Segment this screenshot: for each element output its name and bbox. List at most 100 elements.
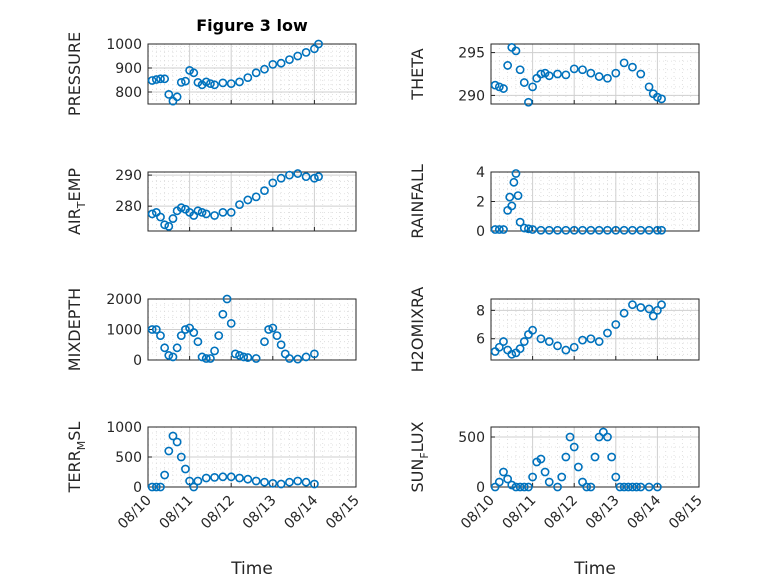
- y-tick-label: 1000: [106, 420, 142, 436]
- data-point: [156, 212, 165, 222]
- data-point: [285, 354, 294, 363]
- data-point: [569, 225, 579, 235]
- data-point: [619, 482, 629, 492]
- data-point: [503, 61, 513, 70]
- data-point: [586, 225, 596, 235]
- data-point: [515, 482, 525, 492]
- data-point: [582, 482, 592, 492]
- data-point: [519, 78, 529, 87]
- data-point: [507, 480, 517, 490]
- x-tick-label: 08/10: [458, 493, 498, 533]
- axes-frame: [147, 43, 357, 105]
- x-tick-label: 08/13: [583, 493, 623, 533]
- y-tick-label: 2: [476, 195, 485, 211]
- data-point: [603, 432, 612, 442]
- data-point: [653, 482, 662, 492]
- subplot-h2omixra: 6 8 H2OMIXRA: [408, 287, 700, 372]
- y-tick-label: 1000: [106, 37, 142, 53]
- data-point: [285, 55, 294, 64]
- x-tick-label: 08/11: [500, 493, 540, 533]
- data-point: [636, 303, 646, 312]
- data-point: [218, 309, 228, 319]
- data-point: [536, 225, 546, 235]
- data-point: [636, 482, 646, 492]
- data-point: [276, 479, 286, 489]
- y-tick-label: 2000: [106, 292, 142, 308]
- y-tick-label: 290: [458, 88, 485, 104]
- data-point: [536, 69, 546, 79]
- data-point: [509, 177, 519, 187]
- data-point: [251, 354, 261, 363]
- data-point: [151, 75, 161, 84]
- y-tick-label: 290: [115, 168, 142, 184]
- data-point: [644, 482, 654, 492]
- data-point: [515, 344, 525, 354]
- data-point: [528, 225, 537, 234]
- data-point: [201, 473, 211, 483]
- data-point: [499, 337, 508, 346]
- data-point: [553, 225, 562, 235]
- data-point: [193, 476, 203, 486]
- data-point: [218, 207, 228, 217]
- data-point: [594, 337, 604, 346]
- data-point: [553, 341, 562, 351]
- data-point: [293, 354, 303, 364]
- x-tick-label: 08/10: [115, 493, 155, 533]
- data-point: [235, 351, 244, 360]
- y-axis-label: PRESSURE: [65, 32, 84, 116]
- data-point: [494, 342, 504, 352]
- data-point: [230, 349, 240, 359]
- data-point: [511, 169, 521, 178]
- data-point: [314, 39, 323, 49]
- data-point: [314, 172, 323, 182]
- data-point: [172, 437, 182, 447]
- data-point: [309, 173, 319, 183]
- data-point: [260, 186, 269, 196]
- subplot-theta: 290 295 THETA: [408, 43, 700, 107]
- data-point: [515, 65, 525, 75]
- data-point: [628, 62, 637, 72]
- data-point: [636, 225, 646, 235]
- data-point: [540, 467, 550, 477]
- data-point: [189, 482, 199, 492]
- data-point: [594, 72, 604, 81]
- data-point: [243, 195, 253, 205]
- data-point: [615, 482, 625, 492]
- data-point: [147, 209, 157, 219]
- data-point: [168, 214, 178, 223]
- data-point: [544, 225, 554, 235]
- data-point: [168, 431, 178, 441]
- data-point: [235, 77, 244, 87]
- data-point: [181, 464, 190, 474]
- data-point: [280, 349, 290, 359]
- data-point: [164, 446, 174, 456]
- data-point: [147, 482, 157, 492]
- data-point: [619, 58, 629, 68]
- data-point: [628, 482, 637, 492]
- data-point: [611, 68, 621, 78]
- data-point: [507, 349, 517, 359]
- data-point: [632, 482, 641, 492]
- y-tick-label: 1000: [106, 323, 142, 339]
- x-tick-label: 08/14: [624, 492, 664, 532]
- x-tick-label: 08/12: [198, 493, 238, 533]
- data-point: [494, 82, 504, 92]
- data-point: [561, 70, 571, 80]
- data-point: [603, 225, 612, 235]
- x-tick-label: 08/13: [240, 493, 280, 533]
- data-point: [172, 92, 182, 102]
- data-point: [657, 300, 666, 310]
- subplot-terr-msl: 0 500 1000 08/10 08/11 08/12 08/13 08/14 08/15 TE…: [65, 420, 363, 532]
- data-point: [628, 225, 637, 235]
- data-point: [524, 224, 533, 234]
- data-point: [260, 64, 269, 74]
- data-point: [586, 68, 596, 78]
- data-point: [515, 217, 525, 227]
- data-point: [553, 482, 562, 492]
- subplot-rainfall: 0 2 4 RAINFALL: [408, 164, 700, 240]
- data-point: [490, 225, 500, 234]
- data-point: [201, 77, 211, 87]
- subplot-sun-flux: 0 500 08/10 08/11 08/12 08/13 08/14 08/15 SUNFLU…: [408, 421, 706, 532]
- data-point: [235, 473, 244, 483]
